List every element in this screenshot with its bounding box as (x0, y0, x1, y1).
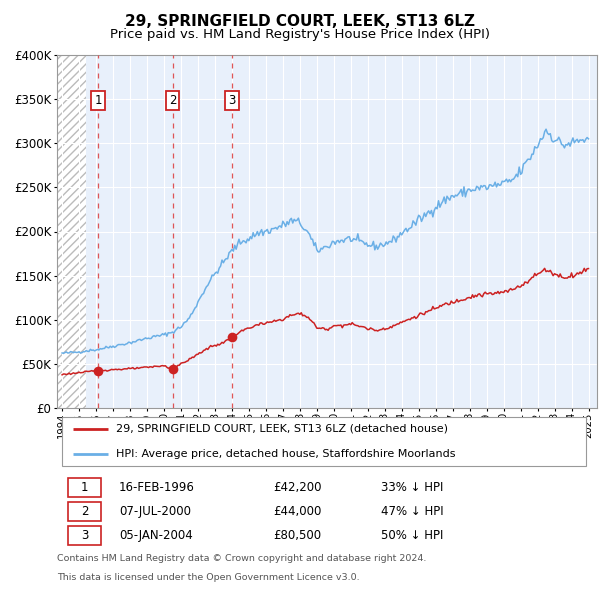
Text: 47% ↓ HPI: 47% ↓ HPI (381, 505, 443, 518)
Text: 07-JUL-2000: 07-JUL-2000 (119, 505, 191, 518)
Text: 50% ↓ HPI: 50% ↓ HPI (381, 529, 443, 542)
FancyBboxPatch shape (68, 478, 101, 497)
FancyBboxPatch shape (68, 502, 101, 521)
Text: 33% ↓ HPI: 33% ↓ HPI (381, 481, 443, 494)
Text: 16-FEB-1996: 16-FEB-1996 (119, 481, 195, 494)
Text: Contains HM Land Registry data © Crown copyright and database right 2024.: Contains HM Land Registry data © Crown c… (57, 554, 427, 563)
Text: 3: 3 (229, 94, 236, 107)
Text: 2: 2 (169, 94, 176, 107)
Text: £44,000: £44,000 (273, 505, 322, 518)
Text: 1: 1 (94, 94, 102, 107)
Text: 05-JAN-2004: 05-JAN-2004 (119, 529, 193, 542)
Text: Price paid vs. HM Land Registry's House Price Index (HPI): Price paid vs. HM Land Registry's House … (110, 28, 490, 41)
Text: This data is licensed under the Open Government Licence v3.0.: This data is licensed under the Open Gov… (57, 573, 359, 582)
Text: 29, SPRINGFIELD COURT, LEEK, ST13 6LZ: 29, SPRINGFIELD COURT, LEEK, ST13 6LZ (125, 14, 475, 29)
Text: 2: 2 (81, 505, 88, 518)
Text: 3: 3 (81, 529, 88, 542)
Text: £42,200: £42,200 (273, 481, 322, 494)
FancyBboxPatch shape (68, 526, 101, 545)
Text: HPI: Average price, detached house, Staffordshire Moorlands: HPI: Average price, detached house, Staf… (116, 449, 456, 459)
Text: 1: 1 (81, 481, 88, 494)
FancyBboxPatch shape (62, 417, 586, 466)
Text: £80,500: £80,500 (273, 529, 321, 542)
Text: 29, SPRINGFIELD COURT, LEEK, ST13 6LZ (detached house): 29, SPRINGFIELD COURT, LEEK, ST13 6LZ (d… (116, 424, 448, 434)
